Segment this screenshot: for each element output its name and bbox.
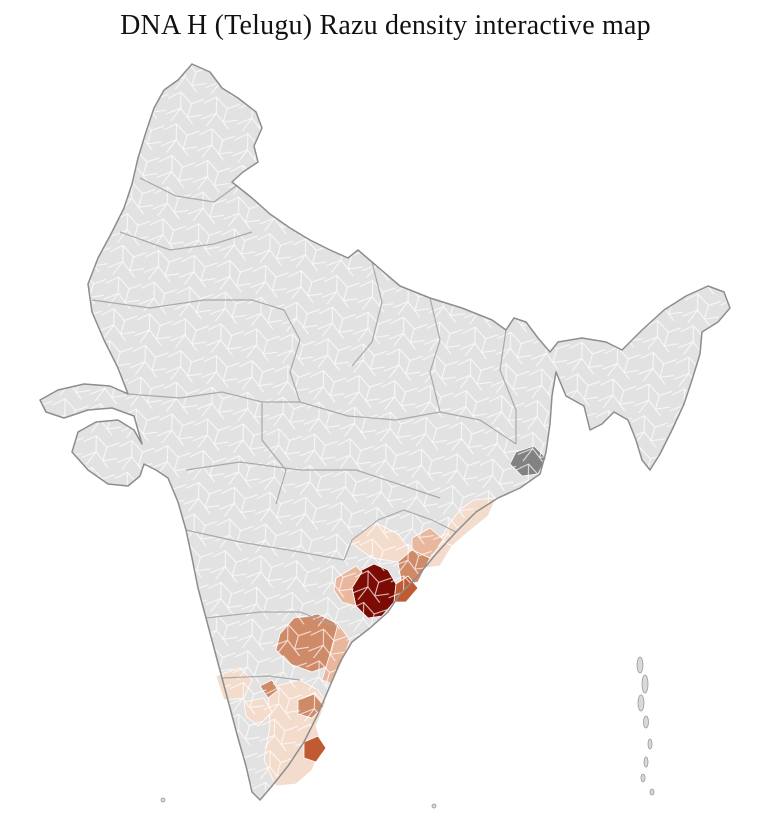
island[interactable] [431, 803, 437, 809]
density-region[interactable] [303, 735, 327, 763]
page-title: DNA H (Telugu) Razu density interactive … [120, 10, 651, 41]
india-outline [39, 63, 731, 801]
island[interactable] [640, 773, 646, 783]
islands [160, 656, 655, 809]
island[interactable] [637, 694, 645, 712]
state-borders [91, 177, 517, 681]
island[interactable] [160, 797, 166, 803]
island[interactable] [649, 788, 655, 796]
island[interactable] [636, 656, 644, 674]
island[interactable] [643, 756, 649, 768]
island[interactable] [643, 715, 649, 729]
district-borders-mesh [40, 64, 730, 800]
island[interactable] [641, 674, 649, 694]
island[interactable] [647, 738, 653, 750]
